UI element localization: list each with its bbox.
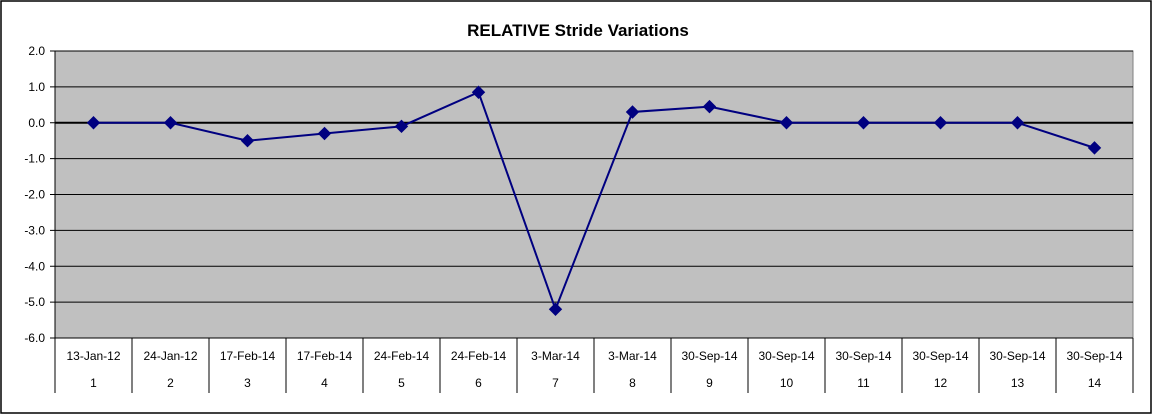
x-tick-label-date: 30-Sep-14 [835,349,891,363]
x-tick-label-date: 30-Sep-14 [681,349,737,363]
plot-area: 2.0 1.0 0.0 -1.0 -2.0 -3.0 -4.0 -5.0 -6.0 13-Jan-… [24,44,1134,393]
data-point-marker [1010,116,1025,130]
x-tick-label-date: 30-Sep-14 [989,349,1045,363]
x-tick-label-index: 9 [706,376,713,390]
y-tick-label: -5.0 [24,295,45,309]
x-tick-label-index: 11 [857,376,870,390]
x-tick-label-index: 3 [244,376,251,390]
x-tick-label-date: 3-Mar-14 [531,349,580,363]
data-point-marker [779,116,794,130]
chart-title: RELATIVE Stride Variations [467,21,689,40]
data-point-marker [317,126,332,141]
y-tick-label: 2.0 [28,44,45,58]
x-tick-label-index: 4 [321,376,328,390]
data-point-marker [548,302,563,317]
x-tick-label-date: 13-Jan-12 [66,349,120,363]
y-tick-label: 1.0 [28,80,45,94]
x-tick-label-index: 14 [1088,376,1102,390]
x-tick-label-date: 17-Feb-14 [297,349,353,363]
x-tick-label-date: 3-Mar-14 [608,349,657,363]
x-tick-label-date: 30-Sep-14 [758,349,814,363]
x-tick-label-date: 30-Sep-14 [1066,349,1122,363]
data-point-marker [394,119,409,134]
data-point-marker [1087,141,1102,155]
y-tick-label: -6.0 [24,331,45,345]
y-tick-label: -4.0 [24,259,45,273]
x-tick-label-index: 12 [934,376,948,390]
y-tick-label: -1.0 [24,152,45,166]
data-point-marker [702,99,717,114]
data-point-marker [163,116,178,130]
series-line [93,90,1095,313]
x-tick-label-date: 24-Feb-14 [374,349,430,363]
x-tick-label-index: 13 [1011,376,1025,390]
x-tick-label-index: 6 [475,376,482,390]
x-tick-label-index: 8 [629,376,636,390]
data-point-marker [625,105,640,119]
y-tick-label: 0.0 [28,116,45,130]
x-tick-label-date: 30-Sep-14 [912,349,968,363]
x-tick-label-date: 24-Feb-14 [451,349,507,363]
y-tick-label: -2.0 [24,188,45,202]
x-tick-label-index: 7 [552,376,559,390]
data-point-marker [240,133,255,148]
data-point-marker [933,116,948,130]
x-tick-label-index: 1 [90,376,97,390]
x-tick-label-index: 5 [398,376,405,390]
data-point-marker [856,116,871,130]
x-tick-label-date: 24-Jan-12 [143,349,197,363]
y-tick-label: -3.0 [24,223,45,237]
data-point-marker [471,85,486,99]
x-tick-label-index: 2 [167,376,174,390]
data-point-marker [86,116,101,130]
x-tick-label-index: 10 [780,376,794,390]
x-tick-label-date: 17-Feb-14 [220,349,276,363]
